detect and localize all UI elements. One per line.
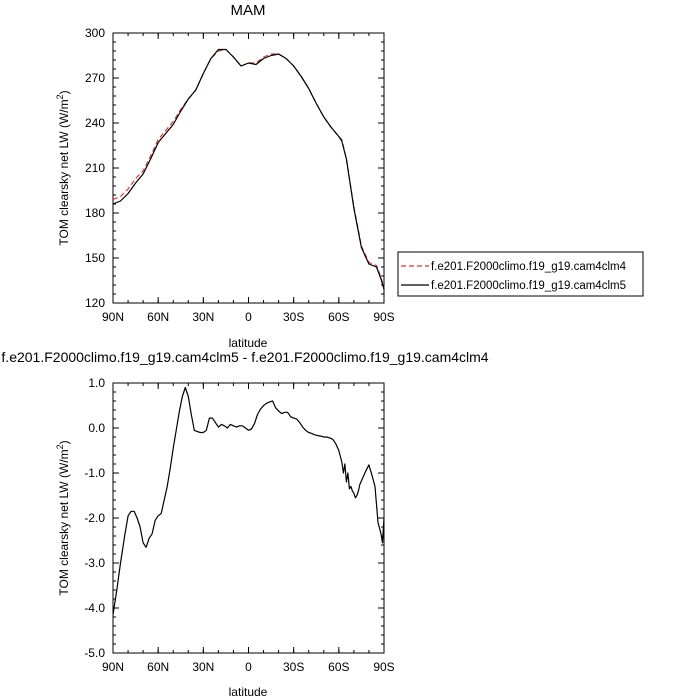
series-line-cam4clm4 <box>112 48 385 289</box>
x-tick-label: 60N <box>147 310 169 324</box>
y-tick-label: 210 <box>85 161 105 175</box>
x-tick-label: 90N <box>102 310 124 324</box>
y-tick-label: 120 <box>85 296 105 310</box>
bottom-chart: f.e201.F2000climo.f19_g19.cam4clm5 - f.e… <box>1 349 488 699</box>
top-chart-title: MAM <box>231 2 266 19</box>
x-tick-label: 90N <box>102 660 124 674</box>
bottom-chart-title: f.e201.F2000climo.f19_g19.cam4clm5 - f.e… <box>1 349 488 365</box>
y-tick-label: -2.0 <box>84 511 105 525</box>
x-tick-label: 30N <box>192 310 214 324</box>
y-tick-label: 270 <box>85 71 105 85</box>
legend-label-cam4clm4: f.e201.F2000climo.f19_g19.cam4clm4 <box>431 261 627 273</box>
y-tick-label: -5.0 <box>84 646 105 660</box>
bottom-x-axis: 90N 60N 30N 0 30S 60S 90S <box>102 383 395 674</box>
y-tick-label: -4.0 <box>84 601 105 615</box>
series-line-cam4clm5 <box>112 48 385 290</box>
y-tick-label: 300 <box>85 26 105 40</box>
x-tick-label: 60S <box>328 660 349 674</box>
y-tick-label: 1.0 <box>88 376 105 390</box>
top-chart: MAM 120 150 180 210 240 270 300 90N 60N 30N 0 30S 6… <box>55 2 644 350</box>
top-series-lines <box>112 48 385 290</box>
legend-box <box>397 251 644 297</box>
x-tick-label: 30S <box>283 310 304 324</box>
bottom-x-axis-label: latitude <box>229 685 268 699</box>
top-x-axis-label: latitude <box>229 336 268 350</box>
x-tick-label: 30N <box>192 660 214 674</box>
x-tick-label: 0 <box>245 310 252 324</box>
y-tick-label: 180 <box>85 206 105 220</box>
x-tick-label: 60N <box>147 660 169 674</box>
y-tick-label: 0.0 <box>88 421 105 435</box>
top-x-axis: 90N 60N 30N 0 30S 60S 90S <box>102 33 395 324</box>
x-tick-label: 0 <box>245 660 252 674</box>
x-tick-label: 90S <box>373 660 394 674</box>
bottom-y-axis-label: TOM clearsky net LW (W/m2) <box>55 440 71 595</box>
y-tick-label: -1.0 <box>84 466 105 480</box>
top-plot-frame <box>112 32 385 304</box>
bottom-plot-frame <box>112 382 385 654</box>
top-y-axis: 120 150 180 210 240 270 300 <box>85 26 384 310</box>
bottom-series-lines <box>112 386 385 615</box>
legend-label-cam4clm5: f.e201.F2000climo.f19_g19.cam4clm5 <box>431 280 626 292</box>
legend: f.e201.F2000climo.f19_g19.cam4clm4 f.e20… <box>397 251 644 297</box>
y-tick-label: 240 <box>85 116 105 130</box>
x-tick-label: 90S <box>373 310 394 324</box>
top-y-axis-label: TOM clearsky net LW (W/m2) <box>55 90 71 245</box>
x-tick-label: 30S <box>283 660 304 674</box>
x-tick-label: 60S <box>328 310 349 324</box>
y-tick-label: -3.0 <box>84 556 105 570</box>
series-line-difference <box>112 386 385 615</box>
y-tick-label: 150 <box>85 251 105 265</box>
bottom-y-axis: -5.0 -4.0 -3.0 -2.0 -1.0 0.0 1.0 <box>84 376 384 660</box>
